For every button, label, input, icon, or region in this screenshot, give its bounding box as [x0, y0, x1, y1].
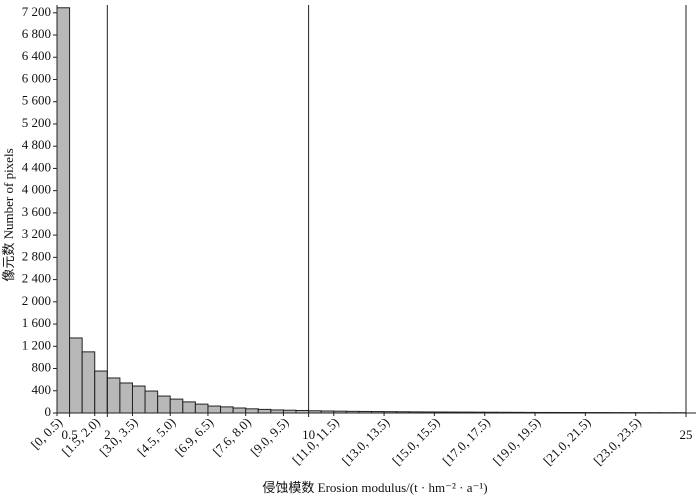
y-tick-label: 3 200: [22, 226, 51, 241]
y-tick-label: 6 000: [22, 70, 51, 85]
bar: [119, 382, 133, 414]
y-tick-label: 400: [32, 382, 52, 397]
bin-label: [15.0, 15.5): [389, 415, 443, 469]
bar: [257, 408, 272, 414]
bin-label: [3.0, 3.5): [96, 415, 140, 459]
bin-label: [19.0, 19.5): [490, 415, 544, 469]
y-tick-label: 6 400: [22, 48, 51, 63]
bar: [194, 403, 209, 414]
y-tick-label: 2 000: [22, 293, 51, 308]
bin-label: [21.0, 21.5): [540, 415, 594, 469]
bin-label: [11.0, 11.5): [289, 415, 342, 468]
x-tick-label: 0.5: [61, 427, 77, 442]
y-tick-label: 4 800: [22, 137, 51, 152]
bar: [232, 407, 247, 414]
bar: [131, 385, 146, 414]
bar: [207, 405, 222, 414]
y-tick-label: 4 000: [22, 182, 51, 197]
y-tick-label: 5 200: [22, 115, 51, 130]
bar: [94, 370, 108, 414]
bar: [144, 390, 159, 414]
bin-label: [23.0, 23.5): [590, 415, 644, 469]
bin-label: [6.9, 6.5): [172, 415, 216, 459]
bar: [56, 7, 71, 414]
y-tick-label: 2 400: [22, 271, 51, 286]
bin-label: [4.5, 5.0): [134, 415, 178, 459]
bin-label: [13.0, 13.5): [339, 415, 393, 469]
x-tick-label: 10: [302, 427, 315, 442]
bin-label: [9.0, 9.5): [247, 415, 291, 459]
y-tick-label: 7 200: [22, 4, 51, 19]
bar: [169, 398, 184, 414]
x-tick-label: 2: [104, 427, 111, 442]
bar: [81, 351, 96, 414]
bar: [69, 337, 83, 414]
y-tick-label: 800: [32, 360, 52, 375]
bin-label: [17.0, 17.5): [439, 415, 493, 469]
bar: [182, 401, 196, 414]
y-axis-title: 像元数 Number of pixels: [1, 148, 16, 281]
bar: [106, 377, 121, 414]
y-tick-label: 5 600: [22, 93, 51, 108]
y-tick-label: 0: [45, 404, 52, 419]
bar: [245, 408, 259, 414]
y-tick-label: 2 800: [22, 248, 51, 263]
y-tick-label: 1 600: [22, 315, 51, 330]
bin-label: [7.6, 8.0): [210, 415, 254, 459]
y-tick-label: 6 800: [22, 26, 51, 41]
y-tick-label: 1 200: [22, 337, 51, 352]
x-tick-label: 25: [680, 427, 693, 442]
y-tick-label: 3 600: [22, 204, 51, 219]
bar: [220, 406, 234, 414]
y-tick-label: 4 400: [22, 159, 51, 174]
bar: [157, 395, 171, 414]
x-axis-title: 侵蚀模数 Erosion modulus/(t · hm⁻² · a⁻¹): [262, 480, 487, 495]
